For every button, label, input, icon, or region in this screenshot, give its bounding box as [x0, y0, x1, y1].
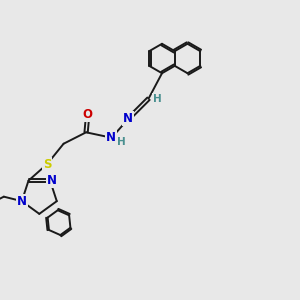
Text: N: N — [17, 195, 27, 208]
Text: N: N — [46, 174, 57, 187]
Text: S: S — [43, 158, 51, 171]
Text: O: O — [82, 108, 93, 121]
Text: H: H — [152, 94, 161, 104]
Text: H: H — [117, 137, 126, 147]
Text: N: N — [106, 131, 116, 144]
Text: N: N — [123, 112, 133, 125]
